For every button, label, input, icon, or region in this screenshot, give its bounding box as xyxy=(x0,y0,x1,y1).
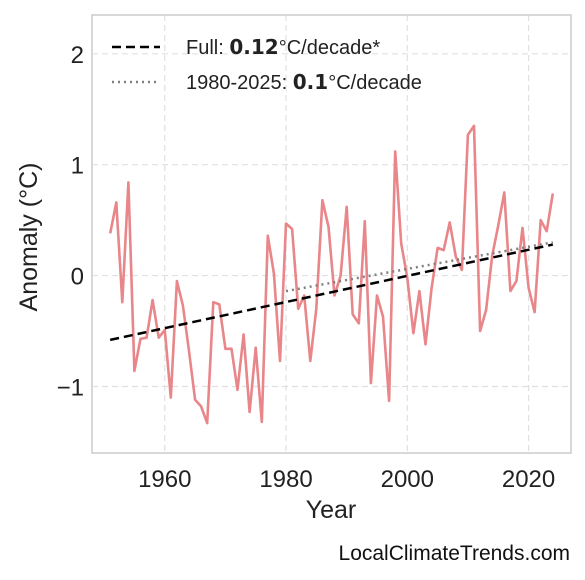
trend-lines xyxy=(109,241,554,342)
y-tick-label: 0 xyxy=(71,264,84,291)
x-tick-label: 1960 xyxy=(138,466,191,493)
legend: Full: 0.12°C/decade* 1980-2025: 0.1°C/de… xyxy=(112,35,422,94)
legend-full-suffix: °C/decade* xyxy=(279,37,381,59)
legend-full-prefix: Full: xyxy=(186,37,229,59)
ticks: 1960 1980 2000 2020 −1 0 1 2 xyxy=(57,42,556,493)
y-axis-title: Anomaly (°C) xyxy=(15,163,43,312)
legend-full-rate: 0.12 xyxy=(229,35,278,59)
x-tick-label: 2020 xyxy=(502,466,555,493)
y-tick-label: 1 xyxy=(71,153,84,180)
grid xyxy=(92,15,571,453)
trend-line-full xyxy=(109,243,554,342)
x-tick-label: 1980 xyxy=(259,466,312,493)
x-tick-label: 2000 xyxy=(381,466,434,493)
x-axis-title: Year xyxy=(306,496,357,524)
watermark: LocalClimateTrends.com xyxy=(339,542,570,565)
legend-full-label: Full: 0.12°C/decade* xyxy=(186,35,380,59)
legend-recent-prefix: 1980-2025: xyxy=(186,72,293,94)
legend-recent-rate: 0.1 xyxy=(293,70,328,94)
legend-recent-suffix: °C/decade xyxy=(328,72,422,94)
anomaly-series-line xyxy=(108,124,555,425)
y-tick-label: 2 xyxy=(71,42,84,69)
legend-recent-label: 1980-2025: 0.1°C/decade xyxy=(186,70,422,94)
y-tick-label: −1 xyxy=(57,374,84,401)
series xyxy=(108,124,555,425)
